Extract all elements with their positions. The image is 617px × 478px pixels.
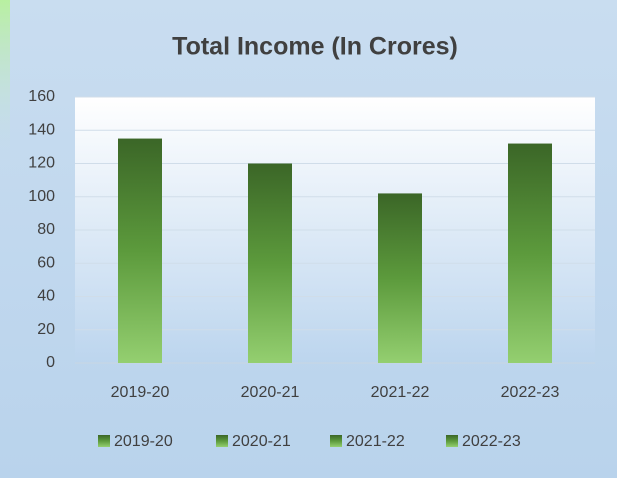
x-tick-label: 2021-22 [371, 384, 430, 401]
bar [118, 138, 162, 363]
legend-swatch [446, 435, 458, 447]
y-tick-label: 140 [28, 121, 55, 138]
y-tick-label: 120 [28, 155, 55, 172]
x-tick-label: 2020-21 [241, 384, 300, 401]
chart-title: Total Income (In Crores) [172, 33, 458, 61]
edge-accent [0, 0, 10, 170]
y-tick-label: 0 [46, 354, 55, 371]
legend-label: 2022-23 [462, 433, 521, 450]
legend-label: 2020-21 [232, 433, 291, 450]
legend-swatch [216, 435, 228, 447]
bar [378, 193, 422, 363]
legend-swatch [98, 435, 110, 447]
y-tick-label: 80 [37, 221, 55, 238]
legend-label: 2019-20 [114, 433, 173, 450]
y-tick-label: 100 [28, 188, 55, 205]
legend-label: 2021-22 [346, 433, 405, 450]
x-tick-label: 2022-23 [501, 384, 560, 401]
x-tick-label: 2019-20 [111, 384, 170, 401]
bar [248, 163, 292, 363]
bar [508, 143, 552, 363]
y-tick-label: 40 [37, 288, 55, 305]
legend-swatch [330, 435, 342, 447]
y-tick-label: 60 [37, 254, 55, 271]
y-tick-label: 160 [28, 88, 55, 105]
y-tick-label: 20 [37, 321, 55, 338]
